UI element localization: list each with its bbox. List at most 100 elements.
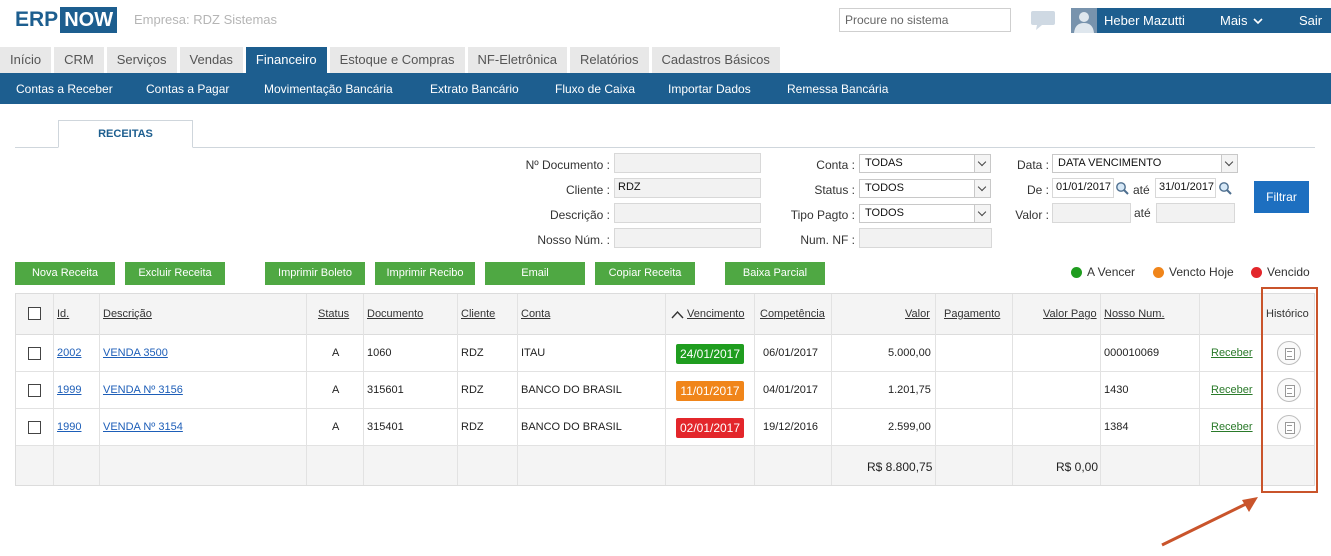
col-nosso-num[interactable]: Nosso Num. [1104, 308, 1165, 320]
print-boleto-button[interactable]: Imprimir Boleto [265, 262, 365, 285]
tab-nf-eletronica[interactable]: NF-Eletrônica [467, 47, 567, 73]
tab-crm[interactable]: CRM [54, 47, 104, 73]
col-documento[interactable]: Documento [367, 308, 424, 320]
historico-highlight-box [1261, 287, 1318, 493]
tab-cadastros-basicos[interactable]: Cadastros Básicos [651, 47, 780, 73]
column-divider [363, 294, 364, 485]
row-checkbox[interactable] [28, 421, 41, 434]
col-vencimento[interactable]: Vencimento [687, 308, 745, 320]
col-cliente[interactable]: Cliente [461, 308, 496, 320]
logout-button[interactable]: Sair [1299, 13, 1323, 28]
sort-asc-icon[interactable] [671, 310, 684, 319]
descricao-field[interactable] [614, 203, 761, 223]
conta-select[interactable]: TODAS [859, 154, 991, 173]
col-valor-pago[interactable]: Valor Pago [1043, 308, 1097, 320]
column-divider [457, 294, 458, 485]
status-label: Status : [814, 183, 855, 197]
total-valor: R$ 8.800,75 [867, 460, 933, 474]
total-valor-pago: R$ 0,00 [1056, 460, 1099, 474]
history-icon[interactable] [1277, 378, 1301, 402]
row-id-link[interactable]: 1999 [57, 384, 82, 396]
nosso-num-field[interactable] [614, 228, 761, 248]
search-date-icon[interactable] [1218, 181, 1232, 195]
legend-vencto-hoje-label: Vencto Hoje [1169, 265, 1234, 279]
date-from-field[interactable]: 01/01/2017 [1052, 178, 1114, 198]
subnav-fluxo-caixa[interactable]: Fluxo de Caixa [555, 82, 636, 96]
copy-receita-button[interactable]: Copiar Receita [595, 262, 695, 285]
valor-label: Valor : [1015, 208, 1049, 222]
vencimento-badge: 24/01/2017 [676, 344, 744, 364]
print-recibo-button[interactable]: Imprimir Recibo [375, 262, 475, 285]
select-all-checkbox[interactable] [28, 307, 41, 320]
status-select[interactable]: TODOS [859, 179, 991, 198]
row-descricao-link[interactable]: VENDA 3500 [103, 347, 168, 359]
receber-link[interactable]: Receber [1211, 347, 1253, 359]
col-pagamento[interactable]: Pagamento [944, 308, 1001, 320]
search-input[interactable] [839, 8, 1011, 32]
receber-link[interactable]: Receber [1211, 384, 1253, 396]
row-checkbox[interactable] [28, 347, 41, 360]
erpnow-logo[interactable]: ERP NOW [15, 7, 118, 33]
tab-estoque-compras[interactable]: Estoque e Compras [329, 47, 465, 73]
subnav-remessa-bancaria[interactable]: Remessa Bancária [787, 82, 889, 96]
col-descricao[interactable]: Descrição [103, 308, 152, 320]
col-valor[interactable]: Valor [905, 308, 930, 320]
tab-inicio[interactable]: Início [0, 47, 52, 73]
valor-to-field[interactable] [1156, 203, 1235, 223]
tab-servicos[interactable]: Serviços [106, 47, 177, 73]
chat-icon[interactable] [1030, 9, 1056, 31]
tab-financeiro[interactable]: Financeiro [245, 47, 327, 73]
receber-link[interactable]: Receber [1211, 421, 1253, 433]
chevron-down-icon [1253, 18, 1263, 25]
row-descricao-link[interactable]: VENDA Nº 3156 [103, 384, 183, 396]
subnav-contas-receber[interactable]: Contas a Receber [16, 82, 113, 96]
logo-now-text: NOW [60, 7, 118, 33]
column-divider [754, 294, 755, 485]
email-button[interactable]: Email [485, 262, 585, 285]
col-id[interactable]: Id. [57, 308, 70, 320]
date-to-field[interactable]: 31/01/2017 [1155, 178, 1216, 198]
row-descricao-link[interactable]: VENDA Nº 3154 [103, 421, 183, 433]
col-conta[interactable]: Conta [521, 308, 551, 320]
data-select[interactable]: DATA VENCIMENTO [1052, 154, 1238, 173]
row-checkbox[interactable] [28, 384, 41, 397]
col-historico: Histórico [1266, 308, 1309, 320]
documento-field[interactable] [614, 153, 761, 173]
row-id-link[interactable]: 2002 [57, 347, 82, 359]
row-id-link[interactable]: 1990 [57, 421, 82, 433]
subnav-extrato-bancario[interactable]: Extrato Bancário [430, 82, 519, 96]
tab-receitas[interactable]: RECEITAS [58, 120, 193, 148]
baixa-parcial-button[interactable]: Baixa Parcial [725, 262, 825, 285]
tab-vendas[interactable]: Vendas [179, 47, 243, 73]
status-select-value: TODOS [865, 182, 904, 194]
column-divider [1100, 294, 1101, 485]
new-receita-button[interactable]: Nova Receita [15, 262, 115, 285]
history-icon[interactable] [1277, 415, 1301, 439]
filter-button[interactable]: Filtrar [1254, 181, 1309, 213]
row-valor: 2.599,00 [888, 421, 931, 433]
cliente-field[interactable]: RDZ [614, 178, 761, 198]
de-label: De : [1026, 183, 1049, 197]
row-status: A [332, 421, 340, 433]
subnav-importar-dados[interactable]: Importar Dados [668, 82, 751, 96]
user-name[interactable]: Heber Mazutti [1104, 13, 1185, 28]
num-nf-field[interactable] [859, 228, 992, 248]
search-date-icon[interactable] [1115, 181, 1129, 195]
row-status: A [332, 384, 340, 396]
more-menu-button[interactable]: Mais [1220, 13, 1263, 28]
column-divider [517, 294, 518, 485]
legend-a-vencer-label: A Vencer [1087, 265, 1136, 279]
valor-from-field[interactable] [1052, 203, 1131, 223]
subnav-contas-pagar[interactable]: Contas a Pagar [146, 82, 230, 96]
col-competencia[interactable]: Competência [760, 308, 825, 320]
delete-receita-button[interactable]: Excluir Receita [125, 262, 225, 285]
subnav-movimentacao-bancaria[interactable]: Movimentação Bancária [264, 82, 393, 96]
tipo-pagto-label: Tipo Pagto : [790, 208, 855, 222]
row-competencia: 19/12/2016 [763, 421, 819, 433]
avatar[interactable] [1071, 8, 1097, 33]
section-tab-line [15, 147, 1315, 148]
history-icon[interactable] [1277, 341, 1301, 365]
tab-relatorios[interactable]: Relatórios [570, 47, 649, 73]
col-status[interactable]: Status [318, 308, 350, 320]
tipo-pagto-select[interactable]: TODOS [859, 204, 991, 223]
